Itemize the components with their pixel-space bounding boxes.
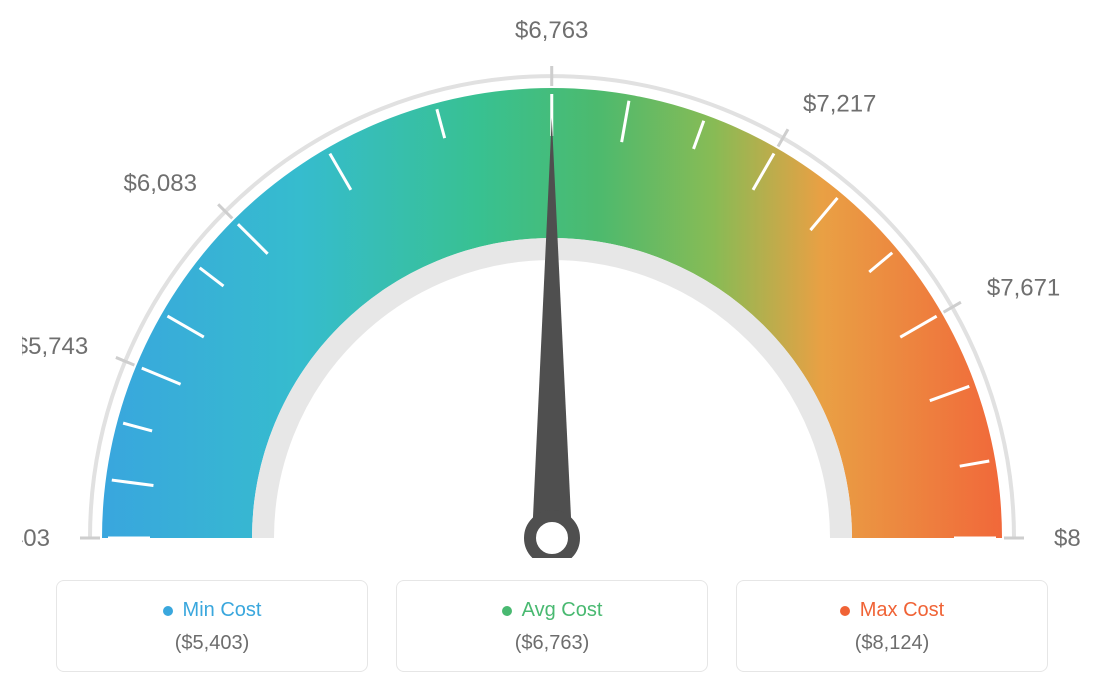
legend-label-text: Avg Cost bbox=[522, 599, 603, 622]
svg-text:$5,403: $5,403 bbox=[22, 525, 50, 552]
legend-value-avg: ($6,763) bbox=[397, 632, 707, 655]
cost-gauge-widget: $5,403 $5,743 $6,083 $6,763 $7,217 $7,671 $8,1… bbox=[0, 0, 1104, 690]
legend-dot-icon bbox=[163, 606, 173, 616]
legend-card-min: Min Cost ($5,403) bbox=[56, 580, 368, 672]
legend-row: Min Cost ($5,403) Avg Cost ($6,763) Max … bbox=[0, 580, 1104, 672]
legend-label-text: Min Cost bbox=[183, 599, 262, 622]
legend-label-text: Max Cost bbox=[860, 599, 944, 622]
legend-label-avg: Avg Cost bbox=[502, 599, 603, 622]
legend-dot-icon bbox=[840, 606, 850, 616]
svg-text:$6,083: $6,083 bbox=[124, 170, 197, 197]
legend-label-min: Min Cost bbox=[163, 599, 262, 622]
svg-text:$8,124: $8,124 bbox=[1054, 525, 1082, 552]
legend-label-max: Max Cost bbox=[840, 599, 944, 622]
legend-value-max: ($8,124) bbox=[737, 632, 1047, 655]
svg-text:$5,743: $5,743 bbox=[22, 333, 88, 360]
svg-text:$6,763: $6,763 bbox=[515, 18, 588, 44]
legend-card-max: Max Cost ($8,124) bbox=[736, 580, 1048, 672]
legend-value-min: ($5,403) bbox=[57, 632, 367, 655]
legend-dot-icon bbox=[502, 606, 512, 616]
gauge-chart: $5,403 $5,743 $6,083 $6,763 $7,217 $7,671 $8,1… bbox=[22, 18, 1082, 558]
svg-text:$7,671: $7,671 bbox=[987, 274, 1060, 301]
legend-card-avg: Avg Cost ($6,763) bbox=[396, 580, 708, 672]
svg-text:$7,217: $7,217 bbox=[803, 90, 876, 117]
gauge-svg: $5,403 $5,743 $6,083 $6,763 $7,217 $7,671 $8,1… bbox=[22, 18, 1082, 558]
